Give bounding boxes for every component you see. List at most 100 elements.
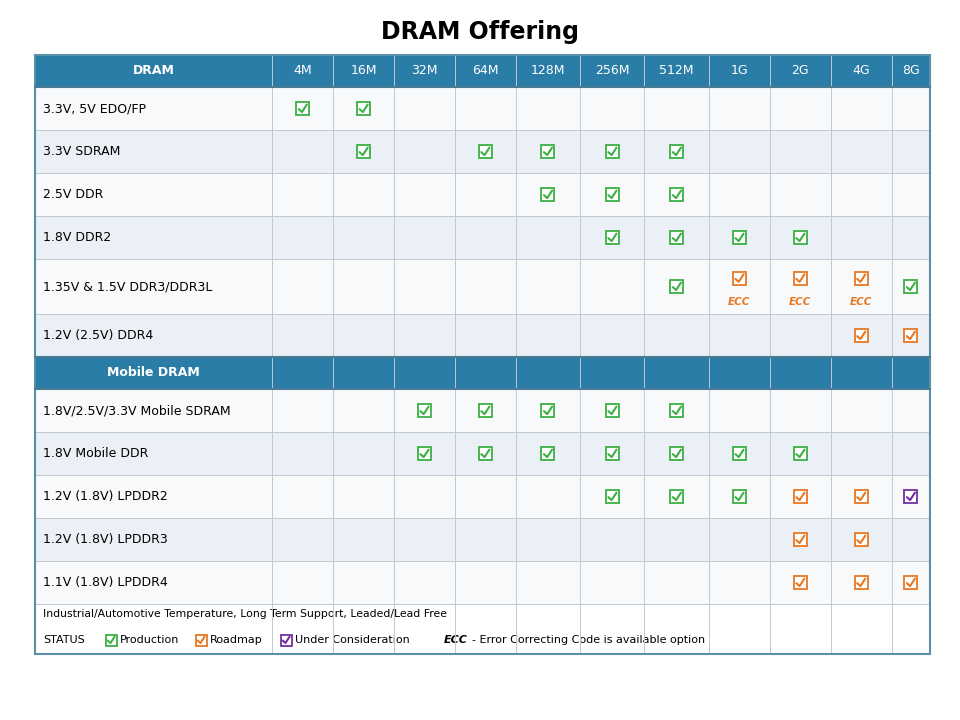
Text: 2G: 2G — [791, 65, 809, 78]
Bar — [516, 259, 580, 314]
Bar — [732, 271, 746, 284]
Bar — [892, 475, 930, 518]
Bar — [516, 561, 580, 604]
Bar — [357, 145, 370, 158]
Bar — [35, 87, 273, 130]
Bar — [516, 518, 580, 561]
Bar — [904, 280, 917, 293]
Bar — [644, 389, 708, 432]
Text: Under Consideration: Under Consideration — [295, 635, 410, 645]
Bar — [770, 216, 830, 259]
Text: Industrial/Automotive Temperature, Long Term Support, Leaded/Lead Free: Industrial/Automotive Temperature, Long … — [43, 609, 447, 619]
Bar — [830, 87, 892, 130]
Bar — [296, 102, 309, 115]
Bar — [35, 173, 273, 216]
Bar — [580, 518, 644, 561]
Text: 1.2V (1.8V) LPDDR3: 1.2V (1.8V) LPDDR3 — [43, 533, 168, 546]
Bar — [892, 55, 930, 87]
Text: 256M: 256M — [595, 65, 630, 78]
Bar — [580, 55, 644, 87]
Bar — [455, 216, 516, 259]
Bar — [333, 87, 394, 130]
Text: 3.3V SDRAM: 3.3V SDRAM — [43, 145, 120, 158]
Text: DRAM Offering: DRAM Offering — [381, 20, 579, 44]
Bar — [516, 475, 580, 518]
Bar — [580, 259, 644, 314]
Bar — [394, 518, 455, 561]
Bar — [770, 87, 830, 130]
Text: 1.8V/2.5V/3.3V Mobile SDRAM: 1.8V/2.5V/3.3V Mobile SDRAM — [43, 404, 230, 417]
Bar — [333, 216, 394, 259]
Bar — [516, 130, 580, 173]
Text: - Error Correcting Code is available option: - Error Correcting Code is available opt… — [472, 635, 706, 645]
Bar — [830, 357, 892, 389]
Bar — [455, 259, 516, 314]
Bar — [892, 357, 930, 389]
Bar — [580, 389, 644, 432]
Bar — [770, 259, 830, 314]
Bar — [418, 404, 431, 417]
Bar — [333, 130, 394, 173]
Text: 128M: 128M — [531, 65, 565, 78]
Bar — [333, 475, 394, 518]
Text: STATUS: STATUS — [43, 635, 84, 645]
Bar — [35, 55, 930, 654]
Bar — [580, 173, 644, 216]
Bar — [35, 357, 273, 389]
Bar — [794, 231, 806, 244]
Bar — [455, 314, 516, 357]
Bar — [106, 634, 116, 646]
Bar — [35, 518, 273, 561]
Bar — [644, 475, 708, 518]
Bar — [708, 561, 770, 604]
Bar — [35, 604, 930, 654]
Bar — [479, 447, 492, 460]
Bar — [644, 561, 708, 604]
Bar — [541, 188, 554, 201]
Bar — [394, 561, 455, 604]
Bar — [273, 55, 333, 87]
Bar — [516, 216, 580, 259]
Text: 1.1V (1.8V) LPDDR4: 1.1V (1.8V) LPDDR4 — [43, 576, 168, 589]
Bar — [273, 475, 333, 518]
Bar — [708, 55, 770, 87]
Text: 1G: 1G — [731, 65, 748, 78]
Text: 32M: 32M — [411, 65, 438, 78]
Bar — [273, 357, 333, 389]
Bar — [854, 490, 868, 503]
Bar — [516, 87, 580, 130]
Bar — [794, 271, 806, 284]
Bar — [394, 216, 455, 259]
Bar — [606, 447, 619, 460]
Text: 8G: 8G — [901, 65, 920, 78]
Bar — [196, 634, 206, 646]
Bar — [606, 404, 619, 417]
Bar — [892, 173, 930, 216]
Bar — [770, 130, 830, 173]
Bar — [273, 259, 333, 314]
Bar — [333, 518, 394, 561]
Bar — [904, 329, 917, 342]
Bar — [394, 130, 455, 173]
Bar — [892, 432, 930, 475]
Bar — [830, 55, 892, 87]
Text: ECC: ECC — [729, 297, 751, 307]
Bar — [830, 475, 892, 518]
Bar — [670, 280, 684, 293]
Bar — [357, 102, 370, 115]
Bar — [394, 357, 455, 389]
Text: 1.2V (2.5V) DDR4: 1.2V (2.5V) DDR4 — [43, 329, 154, 342]
Bar — [333, 173, 394, 216]
Text: Roadmap: Roadmap — [210, 635, 263, 645]
Bar — [644, 432, 708, 475]
Bar — [892, 518, 930, 561]
Text: 512M: 512M — [660, 65, 694, 78]
Bar — [670, 231, 684, 244]
Bar — [580, 216, 644, 259]
Bar — [904, 576, 917, 589]
Bar — [794, 490, 806, 503]
Bar — [280, 634, 292, 646]
Bar — [732, 231, 746, 244]
Bar — [830, 259, 892, 314]
Bar — [644, 87, 708, 130]
